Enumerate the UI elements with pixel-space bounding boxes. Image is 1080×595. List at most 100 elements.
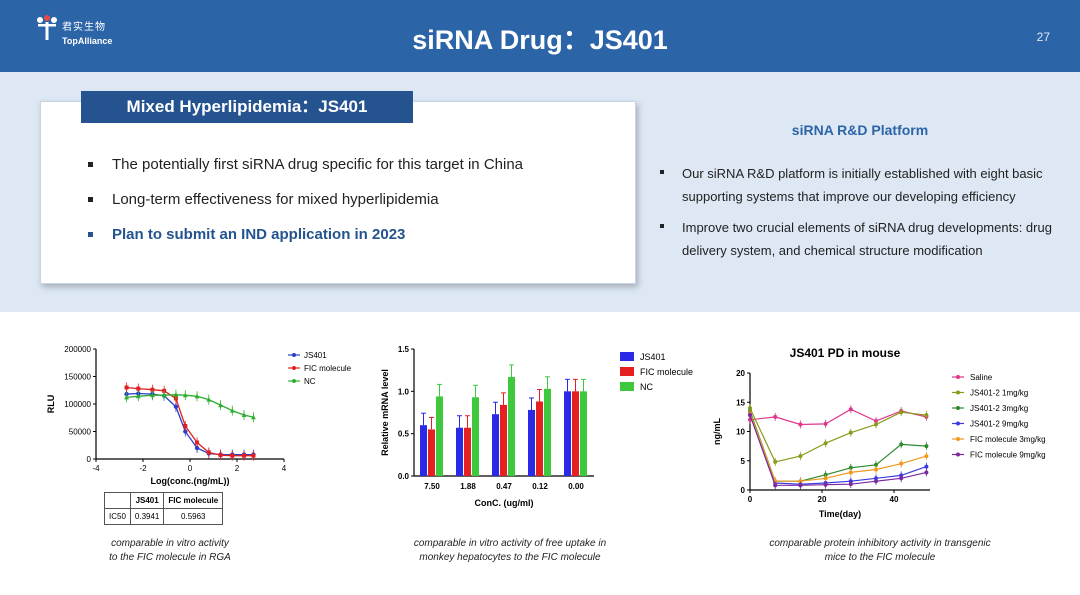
data-point: [124, 394, 129, 400]
legend-label: JS401-2 9mg/kg: [970, 420, 1028, 429]
series-line-1: [749, 407, 927, 463]
data-point: [924, 464, 929, 469]
series-line-5: [749, 414, 927, 486]
data-point: [798, 454, 803, 459]
data-point: [229, 408, 235, 413]
ic50-table: JS401 FIC molecule IC50 0.3941 0.5963: [104, 492, 224, 525]
series-line-0: [749, 408, 927, 426]
bullet-item: The potentially first siRNA drug specifi…: [88, 156, 628, 191]
data-point: [773, 483, 778, 488]
legend-marker: [956, 437, 960, 441]
legend-label: FIC molecule: [304, 364, 352, 373]
bar-fic-molecule: [572, 391, 579, 476]
bullet-text: The potentially first siRNA drug specifi…: [112, 156, 524, 173]
slide-title: siRNA Drug：JS401: [412, 25, 668, 55]
x-tick-label: 0.12: [532, 482, 548, 491]
legend-label: NC: [640, 382, 653, 392]
legend-marker: [956, 375, 960, 379]
data-point: [874, 467, 878, 472]
y-axis-label: Relative mRNA level: [380, 369, 390, 456]
series-line-3: [749, 413, 927, 485]
table-row: IC50 0.3941 0.5963: [104, 508, 224, 525]
data-point: [848, 482, 853, 487]
caption-line: comparable in vitro activity of free upt…: [413, 538, 607, 549]
legend-swatch: [620, 367, 634, 376]
data-point: [848, 407, 853, 412]
bar-fic-molecule: [464, 427, 471, 476]
bar-js401: [420, 425, 427, 476]
bar-nc: [580, 391, 587, 476]
x-tick-label: 2: [235, 464, 240, 473]
legend-swatch: [620, 382, 634, 391]
series-line-js401: [126, 392, 254, 456]
bar-nc: [472, 397, 479, 476]
data-point: [773, 459, 778, 464]
rga-dose-response-chart: 0 50000 100000 150000 200000 -4 -2 0 2 4 Log(conc.…: [46, 345, 352, 486]
legend-marker: [292, 379, 296, 383]
data-point: [136, 386, 141, 391]
y-tick-label: 150000: [64, 373, 91, 382]
data-point: [823, 441, 828, 446]
slide-header: 君实生物 TopAlliance siRNA Drug：JS401 27: [0, 0, 1080, 72]
bullet-marker: [88, 232, 93, 237]
data-point: [798, 479, 803, 484]
legend-label: JS401: [304, 351, 327, 360]
data-point: [194, 393, 200, 399]
legend-marker: [292, 353, 296, 357]
data-point: [251, 453, 256, 458]
table-cell: [104, 492, 131, 509]
bar-fic-molecule: [536, 401, 543, 476]
x-tick-label: 0.47: [496, 482, 512, 491]
logo-english-text: TopAlliance: [62, 36, 113, 46]
bar-fic-molecule: [500, 404, 507, 476]
bullet-marker: [88, 197, 93, 202]
data-point: [194, 445, 200, 451]
chart2-caption: comparable in vitro activity of free upt…: [390, 537, 630, 565]
bar-nc: [544, 388, 551, 476]
data-point: [924, 454, 929, 459]
chart-title: JS401 PD in mouse: [790, 346, 901, 360]
data-point: [848, 465, 853, 470]
x-tick-label: -4: [92, 464, 100, 473]
data-point: [848, 430, 853, 435]
legend-label: FIC molecule 9mg/kg: [970, 451, 1046, 460]
caption-line: mice to the FIC molecule: [824, 552, 936, 563]
data-point: [183, 429, 188, 434]
x-axis-label: Log(conc.(ng/mL)): [151, 476, 230, 486]
x-tick-label: 1.88: [460, 482, 476, 491]
data-point: [798, 483, 803, 488]
data-point: [241, 412, 247, 417]
data-point: [124, 385, 129, 390]
data-point: [173, 404, 179, 409]
legend-label: Saline: [970, 373, 993, 382]
data-point: [173, 392, 179, 397]
table-header-row: JS401 FIC molecule: [104, 492, 224, 509]
table-cell: 0.5963: [163, 508, 224, 525]
caption-line: comparable in vitro activity: [111, 538, 229, 549]
x-tick-label: 4: [282, 464, 287, 473]
caption-line: to the FIC molecule in RGA: [109, 552, 231, 563]
y-tick-label: 20: [736, 369, 745, 378]
bar-js401: [564, 391, 571, 476]
bullet-item: Our siRNA R&D platform is initially esta…: [660, 162, 1060, 208]
caption-line: comparable protein inhibitory activity i…: [769, 538, 991, 549]
platform-title: siRNA R&D Platform: [791, 122, 929, 138]
data-point: [899, 442, 904, 447]
x-tick-label: 20: [818, 495, 827, 504]
company-logo: 君实生物 TopAlliance: [34, 14, 144, 54]
data-point: [195, 440, 200, 445]
bar-js401: [492, 414, 499, 476]
data-point: [218, 453, 223, 458]
data-point: [161, 392, 167, 398]
legend-label: JS401-2 1mg/kg: [970, 389, 1028, 398]
y-tick-label: 0.5: [398, 430, 410, 439]
y-axis-label: RLU: [46, 395, 56, 414]
bullet-item: Long-term effectiveness for mixed hyperl…: [88, 191, 628, 226]
data-point: [874, 462, 878, 467]
series-line-nc: [126, 394, 254, 418]
legend-marker: [956, 421, 960, 426]
data-point: [150, 392, 155, 398]
bar-nc: [436, 396, 443, 476]
legend-label: FIC molecule: [640, 367, 693, 377]
data-point: [206, 397, 212, 402]
